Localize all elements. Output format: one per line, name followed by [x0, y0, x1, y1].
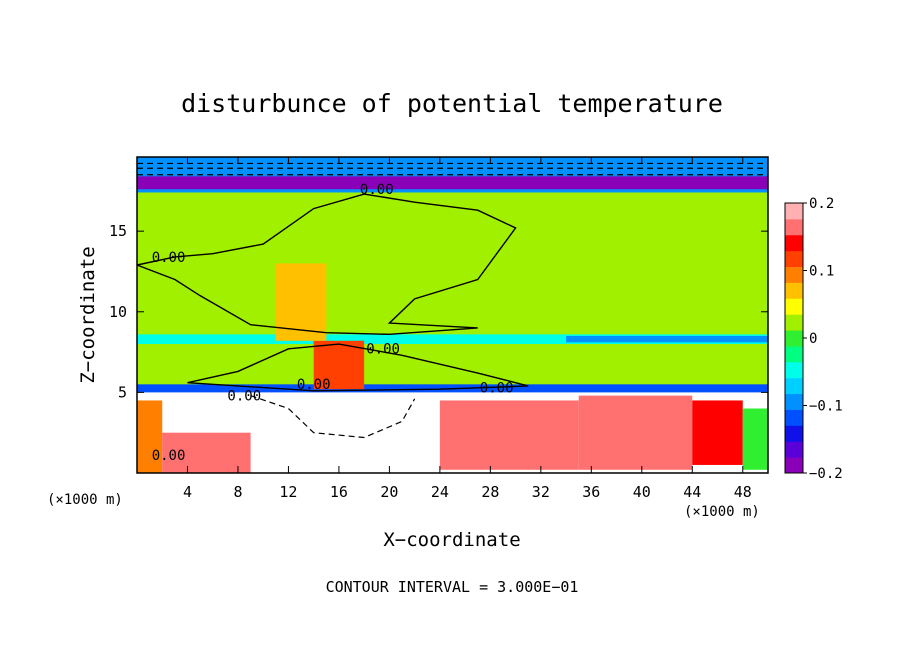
- plot-frame: [136, 156, 769, 474]
- x-tick-label: 4: [183, 483, 192, 501]
- x-axis-label: X−coordinate: [383, 529, 520, 551]
- colorbar-swatch: [785, 266, 803, 283]
- x-tick-label: 28: [481, 483, 499, 501]
- contour-label: 0.00: [297, 377, 331, 393]
- y-axis-ticks: 5 10 15: [109, 222, 768, 401]
- contour-line-upper: [137, 193, 517, 336]
- field-region-5: [137, 176, 768, 190]
- plot-area: [137, 157, 768, 473]
- y-tick-label: 5: [118, 383, 127, 401]
- colorbar-swatch: [785, 298, 803, 315]
- y-tick-label: 15: [109, 222, 127, 240]
- y-tick-label: 10: [109, 303, 127, 321]
- x-axis-unit-left: (×1000 m): [47, 492, 123, 508]
- colorbar-swatch: [785, 441, 803, 458]
- x-tick-label: 44: [683, 483, 701, 501]
- colorbar-tick-label: 0.1: [809, 264, 834, 280]
- x-tick-label: 32: [532, 483, 550, 501]
- contour-label: 0.00: [360, 182, 394, 198]
- field-region-9: [162, 432, 251, 473]
- colorbar-swatch: [785, 393, 803, 410]
- colorbar-swatch: [785, 425, 803, 442]
- contour-label: 0.00: [227, 388, 261, 404]
- colorbar-frame: [784, 202, 804, 474]
- contour-label: 0.00: [152, 448, 186, 464]
- colorbar-swatch: [785, 361, 803, 379]
- x-tick-label: 36: [582, 483, 600, 501]
- colorbar-tick-label: −0.1: [809, 399, 843, 415]
- colorbar-swatch: [785, 377, 803, 395]
- colorbar-swatch: [785, 282, 803, 299]
- field-region-8: [137, 400, 163, 473]
- contour-label: 0.00: [480, 380, 514, 396]
- chart-title: disturbunce of potential temperature: [181, 89, 723, 118]
- colorbar-tick-label: 0: [809, 331, 817, 347]
- colorbar-swatch: [785, 330, 803, 347]
- y-axis-label: Z−coordinate: [77, 246, 99, 383]
- x-tick-label: 16: [330, 483, 348, 501]
- field-region-0: [137, 190, 768, 390]
- colorbar-tick-label: −0.2: [809, 466, 843, 482]
- x-tick-label: 12: [279, 483, 297, 501]
- colorbar-tick-label: 0.2: [809, 196, 834, 212]
- contour-interval-text: CONTOUR INTERVAL = 3.000E−01: [326, 578, 579, 596]
- colorbar-swatch: [785, 218, 803, 236]
- x-axis-unit-right: (×1000 m): [684, 504, 760, 520]
- colorbar-swatch: [785, 314, 803, 331]
- x-tick-label: 8: [233, 483, 242, 501]
- field-region-13: [742, 408, 768, 470]
- x-tick-label: 24: [431, 483, 449, 501]
- colorbar-swatch: [785, 250, 803, 268]
- colorbar: 0.2 0.1 0 −0.1 −0.2: [785, 196, 843, 482]
- contour-label: 0.00: [366, 342, 400, 358]
- field-region-1: [137, 334, 768, 345]
- contour-line-lower: [187, 343, 529, 392]
- field-region-12: [692, 400, 743, 465]
- contour-lines: [137, 162, 768, 439]
- x-tick-label: 40: [633, 483, 651, 501]
- contour-label: 0.00: [152, 250, 186, 266]
- field-region-7: [275, 263, 327, 341]
- colorbar-swatch: [785, 409, 803, 426]
- colorbar-swatch: [785, 203, 803, 220]
- contour-labels: 0.00 0.00 0.00 0.00 0.00 0.00 0.00: [152, 182, 514, 464]
- field-region-11: [578, 395, 693, 470]
- contour-line-cold-pool: [250, 395, 416, 439]
- colorbar-swatch: [785, 234, 803, 252]
- field-region-6: [313, 340, 365, 390]
- x-tick-label: 48: [734, 483, 752, 501]
- field-region-2: [566, 335, 768, 343]
- colorbar-swatch: [785, 345, 803, 363]
- x-axis-ticks: 4 8 12 16 20 24 28 32 36 40 44 48: [183, 157, 752, 501]
- colorbar-swatch: [785, 457, 803, 474]
- x-tick-label: 20: [380, 483, 398, 501]
- field-region-10: [439, 400, 579, 470]
